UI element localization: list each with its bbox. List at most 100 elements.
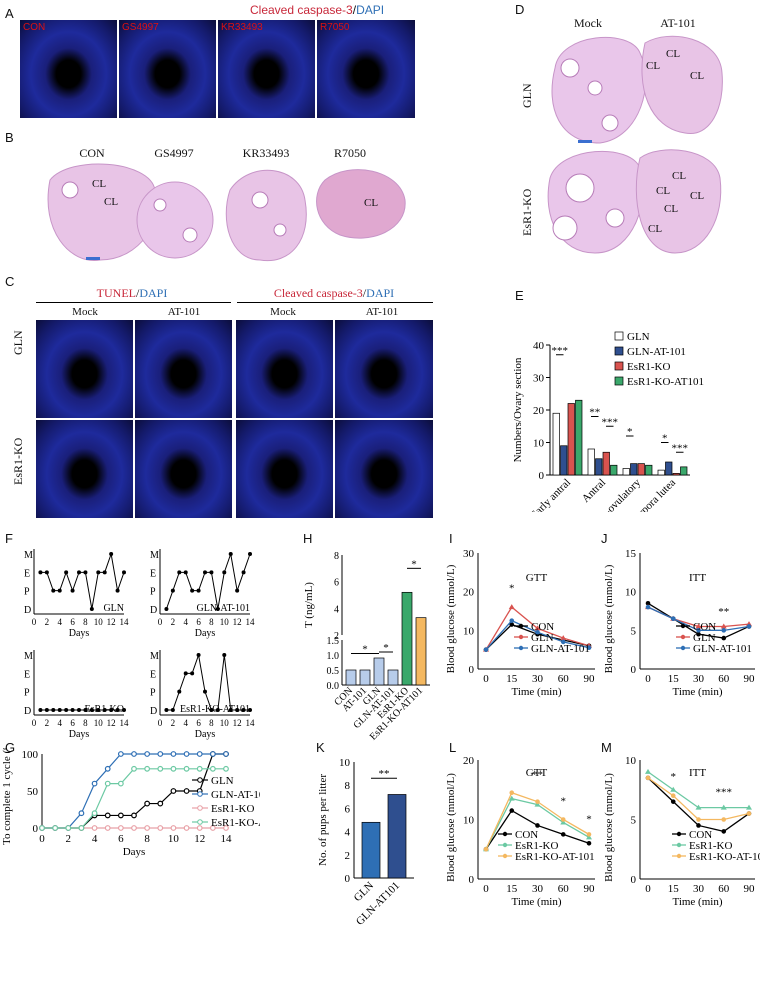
legend-swatch (614, 331, 624, 341)
cycle-point (164, 607, 169, 611)
series-point (534, 801, 541, 807)
bar (387, 794, 407, 879)
fluo-image (36, 320, 133, 418)
series-point (117, 780, 124, 787)
chart-g: 0 50 100 0 2 4 6 8 10 12 14 Days To complete 1 cycle… (1, 748, 260, 858)
series-point (157, 765, 164, 772)
x-tick-label: 4 (57, 617, 62, 627)
sig-label: *** (672, 442, 689, 454)
series-point (131, 751, 137, 757)
series-point (586, 834, 592, 840)
series-point (78, 810, 85, 817)
cl-label: CL (648, 223, 663, 235)
y-tick-label: 0 (469, 874, 475, 886)
bar (415, 617, 427, 686)
y-tick-label: 0.5 (327, 666, 340, 677)
image-label: CON (23, 22, 46, 33)
x-axis-label: Days (195, 628, 216, 639)
panel-letter-g: G (5, 740, 16, 755)
x-tick-label: 6 (70, 718, 75, 728)
series-point (131, 825, 137, 831)
x-tick-label: 90 (744, 883, 756, 895)
x-axis-label: Time (min) (672, 686, 722, 698)
y-tick-label: 10 (339, 757, 351, 769)
series-point (223, 751, 229, 757)
cycle-point (222, 570, 227, 575)
series-line (42, 768, 226, 829)
series-point (183, 788, 190, 794)
sig-label: * (509, 583, 515, 595)
cycle-point (196, 653, 201, 657)
cl-label: CL (672, 170, 687, 182)
series-point (670, 793, 676, 798)
x-tick-label: 12 (107, 617, 116, 627)
legend-label: EsR1-KO-AT101 (211, 817, 260, 829)
x-tick-label: 6 (196, 617, 201, 627)
panel-letter-f: F (5, 531, 13, 546)
series-point (183, 825, 190, 831)
panel-letter-k: K (316, 740, 325, 755)
series-point (104, 825, 111, 831)
x-tick-label: 15 (506, 673, 518, 685)
sig-label: * (586, 813, 592, 825)
x-tick-label: 30 (532, 673, 544, 685)
y-tick-label: D (24, 706, 31, 717)
cycle-point (77, 570, 81, 575)
y-tick-label: 2 (334, 631, 339, 642)
y-axis-label: Numbers/Ovary section (512, 357, 524, 462)
x-tick-label: 14 (246, 718, 256, 728)
legend-label: GLN (627, 331, 650, 343)
y-tick-label: 0 (33, 823, 39, 835)
series-point (144, 765, 151, 772)
y-tick-label: 5 (631, 815, 637, 827)
series-point (560, 817, 566, 822)
panel-letter-b: B (5, 130, 14, 145)
cycle-point (51, 588, 56, 593)
x-tick-label: 2 (45, 617, 50, 627)
sig-label: * (662, 433, 668, 445)
cycle-point (96, 708, 101, 712)
cycle-point (183, 570, 188, 575)
series-point (645, 775, 651, 781)
fluo-image (335, 320, 433, 418)
bar (680, 466, 688, 476)
y-tick-label: 30 (533, 373, 545, 385)
series-point (170, 765, 177, 772)
x-tick-label: 2 (171, 718, 176, 728)
cycle-point (241, 708, 246, 712)
cl-label: CL (646, 60, 661, 72)
cl-label: CL (664, 203, 679, 215)
y-tick-label: 30 (463, 548, 475, 560)
cycle-point (215, 708, 220, 712)
series-point (696, 823, 701, 828)
series-line (647, 777, 750, 821)
series-point (695, 804, 702, 810)
x-tick-label: 0 (32, 617, 37, 627)
bar (567, 403, 575, 476)
legend-label: EsR1-KO (627, 361, 670, 373)
bar (552, 412, 560, 476)
cycle-point (83, 570, 88, 575)
legend-label: CON (531, 621, 554, 633)
legend-marker (676, 831, 682, 837)
legend-label: EsR1-KO-AT-101 (515, 851, 595, 863)
legend-marker (676, 842, 682, 848)
series-point (534, 625, 541, 631)
sig-label: * (627, 426, 633, 438)
legend-marker (680, 645, 686, 651)
x-tick-label: 10 (94, 718, 104, 728)
panel-letter-j: J (601, 531, 608, 546)
c-group2-title: Cleaved caspase-3/DAPI (274, 286, 394, 301)
legend-marker (502, 842, 508, 848)
fluo-image-kr33493: KR33493 (218, 20, 315, 118)
cycle-point (164, 708, 169, 712)
x-tick-label: 6 (196, 718, 201, 728)
title-blue-part: DAPI (356, 3, 385, 17)
x-tick-label: 0 (32, 718, 37, 728)
legend-label: CON (693, 621, 716, 633)
cycle-point (122, 708, 126, 712)
y-tick-label: 20 (463, 755, 475, 767)
cycle-point (190, 671, 195, 676)
series-point (157, 751, 164, 757)
